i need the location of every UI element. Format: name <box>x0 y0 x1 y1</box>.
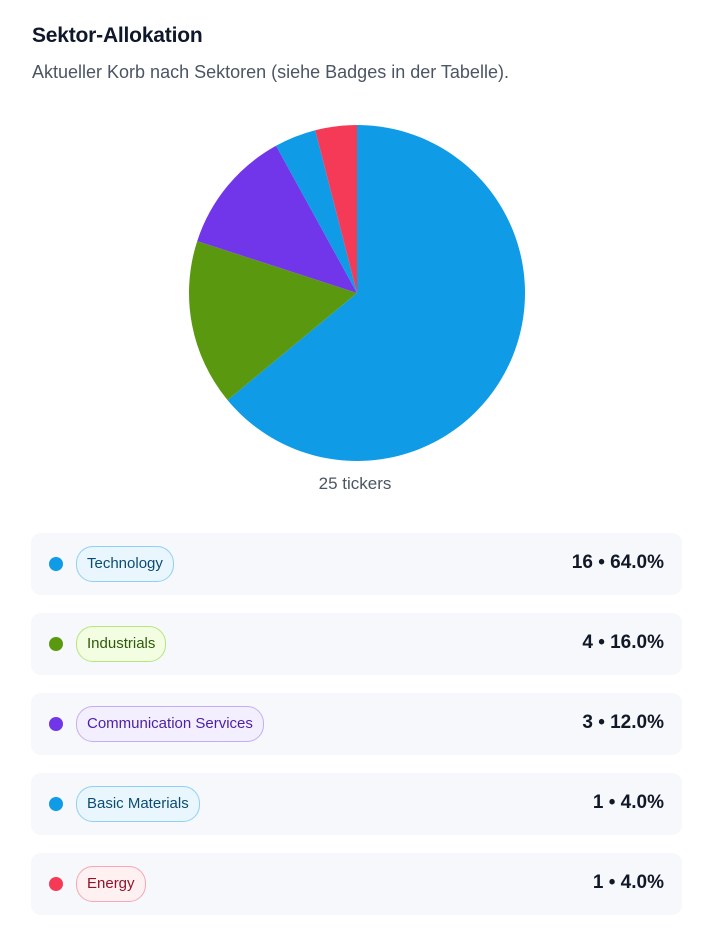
page-subtitle: Aktueller Korb nach Sektoren (siehe Badg… <box>32 62 509 82</box>
sector-badge: Communication Services <box>76 706 264 742</box>
pie-slice-basic-materials[interactable] <box>276 130 357 293</box>
sector-badge: Energy <box>76 866 146 902</box>
sector-badge: Industrials <box>76 626 167 662</box>
sector-badge: Technology <box>76 546 174 582</box>
pie-slices <box>189 125 525 461</box>
sector-count-percent: 3 • 12.0% <box>582 712 664 733</box>
pie-chart <box>0 110 710 505</box>
legend-row-energy[interactable]: Energy 1 • 4.0% <box>31 853 682 915</box>
sector-legend: Technology 16 • 64.0% Industrials 4 • 16… <box>31 533 682 933</box>
sector-badge: Basic Materials <box>76 786 200 822</box>
legend-row-technology[interactable]: Technology 16 • 64.0% <box>31 533 682 595</box>
sector-count-percent: 1 • 4.0% <box>592 792 664 813</box>
legend-row-basic-materials[interactable]: Basic Materials 1 • 4.0% <box>31 773 682 835</box>
pie-slice-technology[interactable] <box>227 125 525 461</box>
legend-dot <box>49 797 63 811</box>
legend-dot <box>49 637 63 651</box>
pie-slice-energy[interactable] <box>315 125 357 293</box>
legend-dot <box>49 717 63 731</box>
page-title: Sektor-Allokation <box>32 24 203 47</box>
legend-dot <box>49 877 63 891</box>
legend-row-industrials[interactable]: Industrials 4 • 16.0% <box>31 613 682 675</box>
pie-slice-communication-services[interactable] <box>197 145 357 293</box>
ticker-count-caption: 25 tickers <box>318 474 392 493</box>
sector-count-percent: 4 • 16.0% <box>582 632 664 653</box>
legend-row-communication-services[interactable]: Communication Services 3 • 12.0% <box>31 693 682 755</box>
pie-chart-svg <box>189 125 525 461</box>
sector-count-percent: 1 • 4.0% <box>592 872 664 893</box>
sector-count-percent: 16 • 64.0% <box>571 552 664 573</box>
pie-slice-industrials[interactable] <box>189 241 357 401</box>
legend-dot <box>49 557 63 571</box>
